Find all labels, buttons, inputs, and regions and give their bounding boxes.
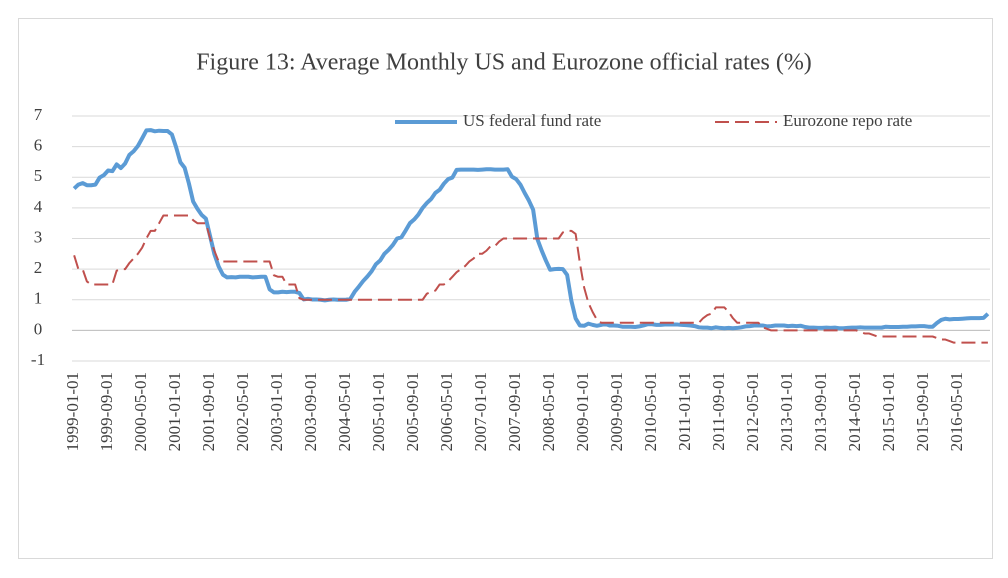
y-tick-label: -1 [31, 350, 45, 369]
x-tick-label: 2005-09-01 [403, 372, 422, 451]
y-tick-label: 2 [34, 258, 43, 277]
y-tick-label: 0 [34, 319, 43, 338]
x-tick-label: 2002-05-01 [233, 372, 252, 451]
x-tick-label: 2008-05-01 [539, 372, 558, 451]
x-tick-label: 2013-09-01 [811, 372, 830, 451]
line-series [73, 214, 988, 344]
x-tick-label: 2011-01-01 [675, 372, 694, 451]
x-tick-label: 2010-05-01 [641, 372, 660, 451]
x-tick-label: 2014-05-01 [845, 372, 864, 451]
x-tick-label: 2012-05-01 [743, 372, 762, 451]
x-tick-label: 2006-05-01 [437, 372, 456, 451]
x-tick-label: 2016-05-01 [947, 372, 966, 451]
x-tick-label: 2013-01-01 [777, 372, 796, 451]
x-tick-label: 2001-09-01 [199, 372, 218, 451]
legend-label: Eurozone repo rate [783, 111, 912, 130]
x-tick-label: 2015-09-01 [913, 372, 932, 451]
y-tick-label: 1 [34, 289, 43, 308]
x-tick-label: 2000-05-01 [131, 372, 150, 451]
x-tick-label: 2004-05-01 [335, 372, 354, 451]
x-tick-label: 1999-01-01 [63, 372, 82, 451]
chart-border [18, 18, 993, 559]
y-tick-label: 3 [34, 227, 43, 246]
x-tick-label: 2009-09-01 [607, 372, 626, 451]
y-tick-label: 5 [34, 166, 43, 185]
x-tick-label: 2005-01-01 [369, 372, 388, 451]
x-tick-label: 2011-09-01 [709, 372, 728, 451]
y-tick-label: 7 [34, 105, 43, 124]
x-tick-label: 1999-09-01 [97, 372, 116, 451]
y-tick-label: 6 [34, 136, 43, 155]
chart-title: Figure 13: Average Monthly US and Eurozo… [196, 50, 812, 76]
x-tick-label: 2009-01-01 [573, 372, 592, 451]
y-tick-label: 4 [34, 197, 43, 216]
x-tick-label: 2003-01-01 [267, 372, 286, 451]
x-tick-label: 2015-01-01 [879, 372, 898, 451]
x-tick-label: 2007-01-01 [471, 372, 490, 451]
line-series [72, 128, 990, 331]
x-tick-label: 2007-09-01 [505, 372, 524, 451]
x-tick-label: 2003-09-01 [301, 372, 320, 451]
x-tick-label: 2001-01-01 [165, 372, 184, 451]
legend-label: US federal fund rate [463, 111, 601, 130]
